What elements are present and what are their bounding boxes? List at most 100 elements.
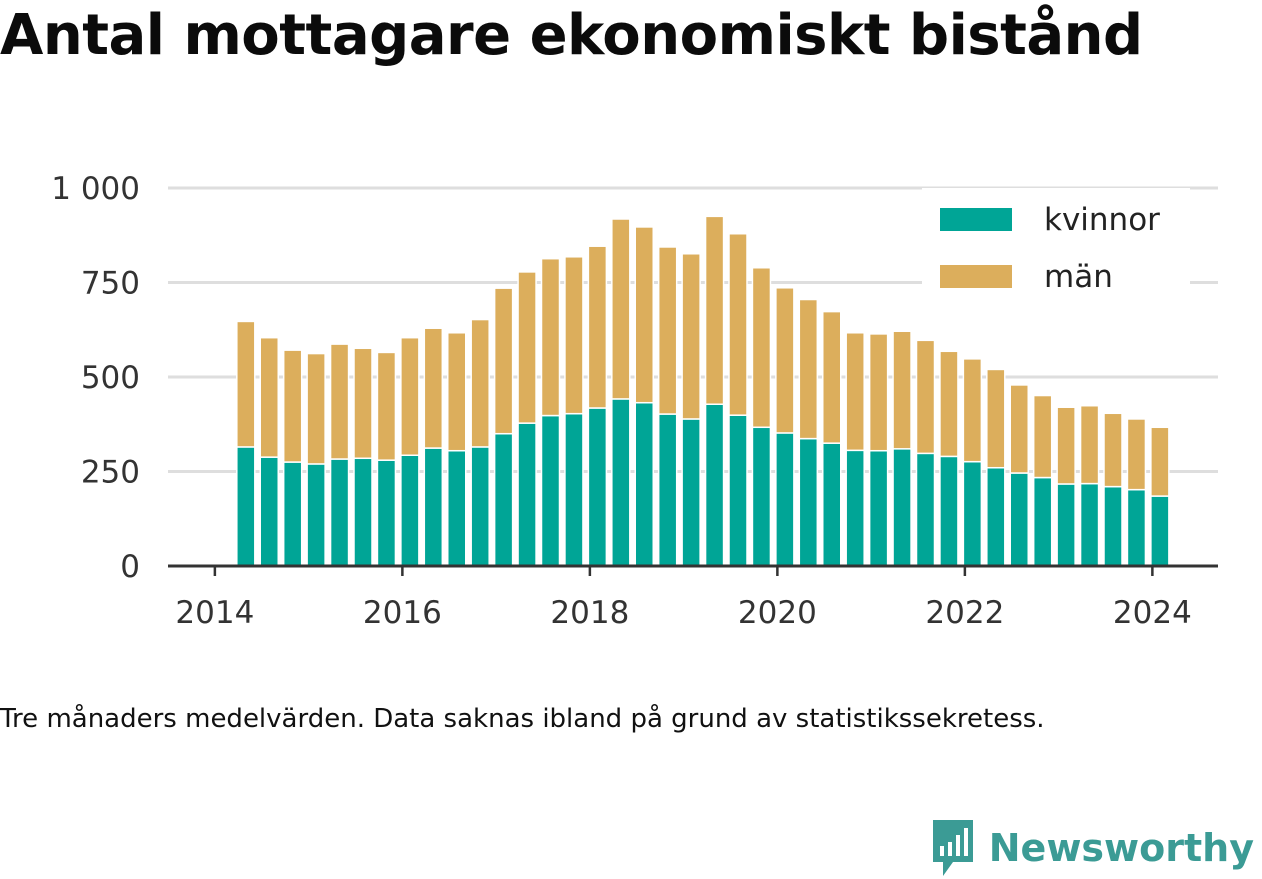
bar-man bbox=[493, 287, 514, 435]
bar-man bbox=[962, 358, 983, 463]
bar-man bbox=[329, 343, 350, 460]
legend-label: män bbox=[1044, 259, 1113, 295]
bar-man bbox=[400, 336, 420, 456]
y-tick-label: 1 000 bbox=[51, 171, 140, 207]
bars bbox=[236, 215, 1170, 567]
bar-kvinnor bbox=[1032, 476, 1053, 567]
bar-kvinnor bbox=[845, 449, 865, 567]
bar-man bbox=[845, 332, 865, 452]
bar-man bbox=[259, 336, 279, 458]
bar-man bbox=[634, 226, 654, 404]
bar-man bbox=[681, 253, 701, 420]
bar-kvinnor bbox=[986, 466, 1006, 567]
chart-title: Antal mottagare ekonomiskt bistånd bbox=[0, 3, 1143, 68]
bar-kvinnor bbox=[1150, 495, 1170, 567]
bar-kvinnor bbox=[892, 448, 912, 567]
bar-kvinnor bbox=[259, 456, 279, 567]
bar-man bbox=[868, 333, 889, 452]
y-tick-label: 250 bbox=[81, 455, 140, 491]
bar-kvinnor bbox=[704, 403, 725, 567]
bar-kvinnor bbox=[587, 407, 608, 567]
bar-man bbox=[236, 320, 256, 448]
y-tick-label: 750 bbox=[81, 266, 140, 302]
bar-kvinnor bbox=[329, 458, 350, 567]
bar-kvinnor bbox=[775, 432, 795, 567]
bar-kvinnor bbox=[470, 446, 490, 567]
bar-kvinnor bbox=[1009, 472, 1029, 567]
bar-man bbox=[470, 318, 490, 448]
bar-kvinnor bbox=[493, 432, 514, 567]
bar-man bbox=[775, 287, 795, 434]
x-tick-label: 2024 bbox=[1113, 595, 1192, 631]
bar-kvinnor bbox=[1126, 488, 1147, 567]
bar-man bbox=[540, 257, 561, 417]
bar-kvinnor bbox=[282, 461, 303, 567]
legend-swatch bbox=[940, 208, 1012, 231]
legend-label: kvinnor bbox=[1044, 202, 1160, 238]
bar-man bbox=[353, 347, 373, 460]
bar-man bbox=[517, 271, 537, 424]
bar-kvinnor bbox=[822, 442, 842, 567]
bar-kvinnor bbox=[353, 457, 373, 567]
bar-man bbox=[728, 232, 748, 416]
legend-swatch bbox=[940, 265, 1012, 288]
bar-man bbox=[423, 327, 444, 449]
x-tick-label: 2022 bbox=[925, 595, 1004, 631]
bar-man bbox=[704, 215, 725, 405]
brand: Newsworthy bbox=[929, 818, 1254, 878]
bar-kvinnor bbox=[400, 454, 420, 567]
bar-man bbox=[798, 298, 819, 440]
bar-kvinnor bbox=[657, 413, 678, 567]
bar-kvinnor bbox=[611, 398, 631, 567]
bar-kvinnor bbox=[236, 446, 256, 567]
bar-man bbox=[1079, 404, 1100, 485]
bar-man bbox=[939, 350, 959, 458]
bar-man bbox=[986, 368, 1006, 469]
bar-man bbox=[306, 352, 326, 465]
brand-name: Newsworthy bbox=[988, 826, 1254, 870]
bar-man bbox=[1126, 418, 1147, 491]
y-tick-label: 500 bbox=[81, 360, 140, 396]
bar-man bbox=[892, 330, 912, 450]
bar-man bbox=[611, 218, 631, 400]
x-tick-label: 2016 bbox=[363, 595, 442, 631]
bar-man bbox=[751, 267, 772, 429]
bar-kvinnor bbox=[939, 455, 959, 567]
bar-kvinnor bbox=[1056, 483, 1076, 567]
bar-kvinnor bbox=[868, 449, 889, 567]
bar-kvinnor bbox=[517, 422, 537, 567]
bar-kvinnor bbox=[1079, 482, 1100, 567]
bar-man bbox=[822, 310, 842, 444]
bar-kvinnor bbox=[306, 463, 326, 567]
bar-man bbox=[1150, 426, 1170, 497]
bar-man bbox=[915, 339, 936, 455]
bar-kvinnor bbox=[915, 452, 936, 567]
x-tick-label: 2020 bbox=[738, 595, 817, 631]
axes: 0 250 500 750 1 000 2014 2016 2018 2020 2022 2024 bbox=[51, 171, 1218, 631]
bar-kvinnor bbox=[751, 426, 772, 567]
bar-kvinnor bbox=[376, 459, 397, 567]
y-tick-label: 0 bbox=[120, 549, 140, 585]
bar-man bbox=[1032, 394, 1053, 479]
bar-man bbox=[564, 256, 584, 415]
newsworthy-logo-icon bbox=[932, 820, 973, 876]
bar-kvinnor bbox=[634, 401, 654, 567]
bar-kvinnor bbox=[540, 414, 561, 567]
bar-man bbox=[447, 332, 467, 452]
bar-man bbox=[657, 246, 678, 415]
legend: kvinnor män bbox=[922, 188, 1190, 300]
bar-kvinnor bbox=[681, 418, 701, 567]
bar-man bbox=[1009, 384, 1029, 474]
x-tick-label: 2018 bbox=[550, 595, 629, 631]
bar-man bbox=[282, 349, 303, 463]
bar-kvinnor bbox=[728, 414, 748, 567]
bar-man bbox=[1056, 406, 1076, 485]
bar-man bbox=[1103, 412, 1123, 488]
bar-kvinnor bbox=[798, 437, 819, 567]
bar-kvinnor bbox=[447, 449, 467, 567]
bar-kvinnor bbox=[1103, 485, 1123, 567]
bar-man bbox=[376, 351, 397, 461]
bar-kvinnor bbox=[423, 447, 444, 567]
x-tick-label: 2014 bbox=[175, 595, 254, 631]
